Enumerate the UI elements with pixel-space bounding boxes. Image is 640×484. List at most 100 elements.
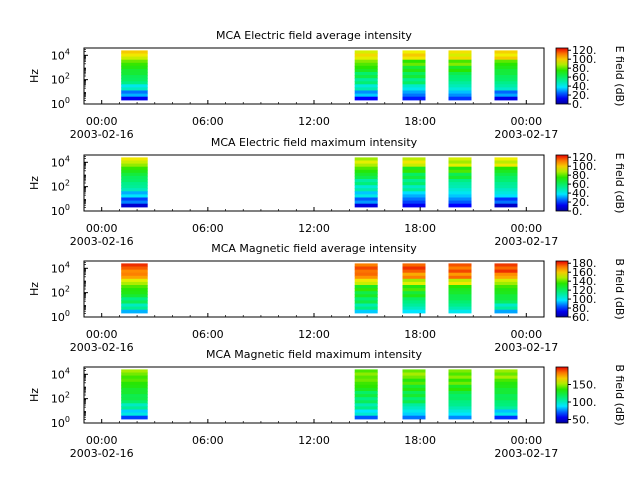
data-cell [448,163,472,168]
colorbar-tick-label: 120. [572,151,597,164]
colorbar-tick-label: 0. [572,98,583,111]
data-cell [494,87,518,92]
data-cell [402,306,426,311]
data-cell [402,294,426,298]
data-cell [402,175,426,180]
data-cell [121,93,148,98]
x-tick-label: 18:00 [404,115,436,128]
data-cell [494,203,518,208]
data-cell [494,281,518,286]
data-cell [402,384,426,389]
data-cell [494,406,518,411]
data-cell [354,294,378,298]
colorbar-tick-label: 20. [572,196,590,209]
data-cell [494,56,518,61]
data-cell [448,203,472,208]
data-cell [121,400,148,404]
data-interval-3 [402,50,426,101]
data-cell [448,191,472,195]
data-cell [448,72,472,76]
data-cell [448,93,472,98]
data-cell [494,303,518,308]
plot-frame [83,154,545,212]
x-tick-label: 18:00 [404,434,436,447]
data-cell [402,96,426,101]
data-cell [354,278,378,283]
data-cell [121,266,148,271]
data-cell [354,309,378,314]
data-cell [448,397,472,401]
data-cell [354,78,378,82]
colorbar-label: E field (dB) [613,46,626,107]
x-tick-label: 00:00 [510,222,542,235]
data-cell [402,169,426,174]
data-cell [354,185,378,189]
data-interval-3 [402,369,426,420]
y-tick-label: 104 [51,260,70,275]
data-cell [354,81,378,85]
data-cell [494,397,518,401]
data-cell [402,81,426,85]
x-date-label: 2003-02-16 [70,447,134,460]
data-cell [354,163,378,168]
data-cell [448,412,472,417]
data-cell [494,272,518,277]
data-cell [402,300,426,305]
panel-3: MCA Magnetic field average intensity 100 1… [28,242,626,354]
colorbar-tick-label: 120. [572,44,597,57]
data-cell [494,391,518,395]
data-cell [354,72,378,76]
data-cell [121,59,148,64]
data-cell [354,415,378,420]
data-cell [402,303,426,308]
data-cell [121,309,148,314]
data-cell [448,194,472,199]
data-cell [354,200,378,205]
data-cell [402,409,426,414]
data-cell [402,375,426,380]
data-cell [121,72,148,76]
data-cell [448,59,472,64]
data-cell [402,72,426,76]
plot-frame [83,47,545,105]
data-cell [121,269,148,274]
data-cell [354,166,378,171]
data-cell [402,68,426,73]
data-cell [354,56,378,61]
data-cell [448,266,472,271]
panel-4: MCA Magnetic field maximum intensity 100 1… [28,348,626,460]
colorbar-tick-label: 40. [572,80,590,93]
x-tick-label: 12:00 [298,434,330,447]
data-cell [354,394,378,398]
x-tick-label: 06:00 [192,115,224,128]
data-cell [494,400,518,404]
data-cell [354,369,378,374]
data-cell [121,197,148,202]
data-cell [402,266,426,271]
data-cell [494,263,518,268]
data-cell [121,281,148,286]
data-cell [121,68,148,73]
data-cell [354,62,378,67]
data-cell [448,200,472,205]
data-cell [494,78,518,82]
data-cell [402,185,426,189]
data-cell [448,197,472,202]
data-cell [402,291,426,295]
data-cell [494,387,518,392]
data-cell [121,263,148,268]
data-cell [494,309,518,314]
data-cell [121,297,148,301]
x-tick-label: 12:00 [298,328,330,341]
data-cell [448,157,472,162]
data-cell [402,309,426,314]
panel-title: MCA Magnetic field maximum intensity [206,348,422,361]
data-cell [494,75,518,79]
data-cell [494,191,518,195]
data-cell [121,275,148,280]
data-cell [121,50,148,55]
data-cell [121,65,148,70]
data-cell [402,269,426,274]
data-cell [494,157,518,162]
colorbar-tick-label: 100. [572,53,597,66]
